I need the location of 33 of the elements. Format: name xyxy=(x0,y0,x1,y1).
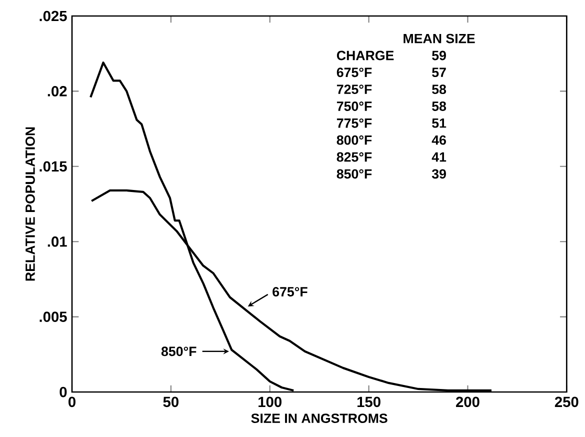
y-tick-label: .005 xyxy=(40,312,67,322)
x-tick-label: 100 xyxy=(258,396,282,408)
y-tick-label: .015 xyxy=(40,161,67,172)
annotation: 58 xyxy=(432,84,446,94)
annotation: 59 xyxy=(432,50,446,60)
x-tick-label: 0 xyxy=(68,396,76,408)
x-tick-label: 200 xyxy=(456,396,480,408)
annotation: 675°F xyxy=(272,287,308,296)
annotation: 57 xyxy=(432,68,446,78)
annotation: CHARGE xyxy=(336,50,394,60)
annotation: 800°F xyxy=(336,135,372,145)
annotation: 850°F xyxy=(161,346,196,356)
annotation: 675°F xyxy=(336,68,372,78)
annotation: 41 xyxy=(432,152,446,162)
annotation: 51 xyxy=(432,118,446,128)
y-tick-label: 0 xyxy=(60,386,67,398)
x-axis-title: SIZE IN ANGSTROMS xyxy=(251,414,388,424)
annotation: 850°F xyxy=(336,169,372,179)
annotation: 39 xyxy=(432,169,446,179)
annotation: MEAN SIZE xyxy=(404,34,475,44)
annotation: 825°F xyxy=(336,152,372,162)
y-tick-label: .01 xyxy=(48,236,67,247)
y-tick-label: .02 xyxy=(48,86,67,96)
y-tick-label: .025 xyxy=(40,10,67,22)
x-tick-label: 150 xyxy=(357,396,380,408)
annotation: 725°F xyxy=(336,84,372,94)
annotation: 46 xyxy=(432,135,446,145)
annotation: 750°F xyxy=(336,102,372,111)
y-axis-title: RELATIVE POPULATION xyxy=(25,127,35,281)
annotation: 775°F xyxy=(336,118,372,128)
x-tick-label: 250 xyxy=(554,396,578,408)
annotation: 58 xyxy=(432,102,446,111)
x-tick-label: 50 xyxy=(163,396,178,408)
